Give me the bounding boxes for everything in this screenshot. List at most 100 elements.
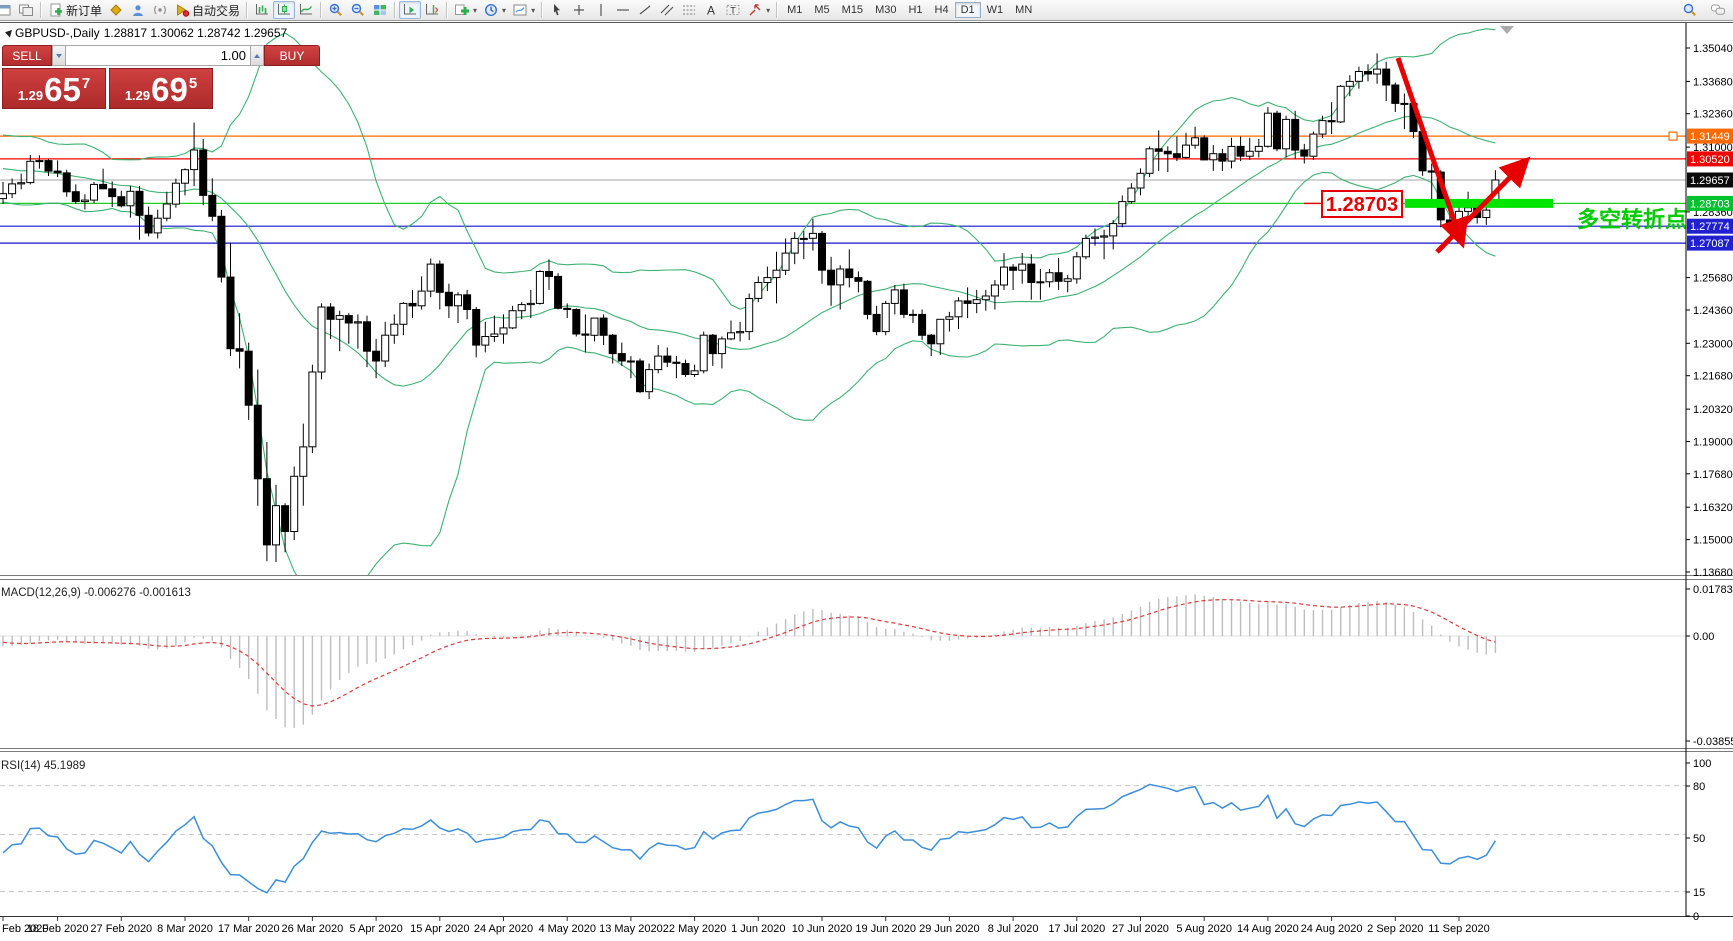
panel-separator[interactable] bbox=[0, 748, 1733, 749]
axis-label: 50 bbox=[1693, 833, 1705, 845]
panel-separator[interactable] bbox=[0, 751, 1733, 752]
signals-button[interactable] bbox=[149, 1, 171, 19]
candle-body bbox=[281, 505, 290, 533]
chat-icon[interactable] bbox=[1707, 1, 1729, 19]
volume-increase-button[interactable] bbox=[250, 45, 264, 66]
bar-chart-button[interactable] bbox=[251, 1, 273, 19]
search-icon[interactable] bbox=[1679, 1, 1701, 19]
trendline-button[interactable] bbox=[634, 1, 656, 19]
volume-input[interactable] bbox=[66, 45, 250, 66]
timeframe-h1-button[interactable]: H1 bbox=[902, 2, 928, 18]
candle-body bbox=[526, 302, 535, 306]
price-badge bbox=[1687, 218, 1733, 234]
volume-decrease-button[interactable] bbox=[52, 45, 66, 66]
candle-body bbox=[399, 302, 408, 325]
timeframe-d1-button[interactable]: D1 bbox=[954, 2, 981, 18]
profiles-button[interactable] bbox=[15, 1, 37, 19]
axis-label: 1.35040 bbox=[1693, 43, 1733, 55]
candle-body bbox=[1345, 80, 1354, 87]
tile-windows-button[interactable] bbox=[369, 1, 391, 19]
candle-body bbox=[226, 276, 235, 350]
candle-body bbox=[181, 169, 189, 184]
timeframe-w1-button[interactable]: W1 bbox=[981, 2, 1010, 18]
cursor-button[interactable] bbox=[546, 1, 568, 19]
zoom-in-button[interactable] bbox=[325, 1, 347, 19]
annotation-note-text[interactable]: 多空转折点 bbox=[1577, 207, 1687, 232]
new-order-button[interactable]: 新订单 bbox=[45, 1, 105, 19]
candle-body bbox=[335, 315, 344, 320]
timeframe-m15-button[interactable]: M15 bbox=[836, 2, 869, 18]
chart-shift-button[interactable] bbox=[421, 1, 443, 19]
price-callout[interactable]: 1.28703 bbox=[1304, 190, 1403, 218]
crosshair-button[interactable] bbox=[568, 1, 590, 19]
date-label: 13 May 2020 bbox=[599, 923, 663, 935]
candle-body bbox=[708, 334, 717, 355]
order-line-end-marker[interactable] bbox=[1668, 131, 1678, 141]
candlestick-chart-button[interactable] bbox=[273, 1, 296, 19]
rsi-line bbox=[2, 783, 1497, 894]
axis-label: 1.16320 bbox=[1693, 502, 1733, 514]
community-button[interactable] bbox=[127, 1, 149, 19]
timeframe-m30-button[interactable]: M30 bbox=[869, 2, 902, 18]
candle-body bbox=[444, 291, 453, 307]
price-badge bbox=[1687, 235, 1733, 251]
candle-body bbox=[426, 263, 435, 292]
axis-label: 1.20320 bbox=[1693, 404, 1733, 416]
open-chart-button[interactable] bbox=[0, 1, 15, 19]
sell-price-main: 65 bbox=[44, 71, 81, 108]
timeframe-mn-button[interactable]: MN bbox=[1009, 2, 1038, 18]
channel-button[interactable] bbox=[656, 1, 678, 19]
autotrading-button[interactable]: 自动交易 bbox=[171, 1, 243, 19]
buy-price-main: 69 bbox=[151, 71, 188, 108]
panel-separator[interactable] bbox=[0, 575, 1733, 576]
buy-price-tile[interactable]: 1.29 69 5 bbox=[109, 68, 213, 109]
text-button[interactable]: A bbox=[700, 1, 722, 19]
candle-body bbox=[1091, 236, 1099, 239]
zoom-out-button[interactable] bbox=[347, 1, 369, 19]
macd-panel bbox=[0, 594, 1686, 728]
candle-body bbox=[845, 268, 854, 279]
up-trend-arrow[interactable] bbox=[1435, 156, 1531, 254]
price-axis[interactable]: 1.350401.336801.323601.310001.283601.256… bbox=[1685, 23, 1733, 923]
timeframe-h4-button[interactable]: H4 bbox=[929, 2, 955, 18]
panel-separator[interactable] bbox=[0, 916, 1733, 917]
candlesticks bbox=[0, 53, 1500, 563]
candle-body bbox=[1391, 84, 1400, 104]
panel-separator[interactable] bbox=[0, 579, 1733, 580]
down-trend-arrow[interactable] bbox=[1395, 57, 1469, 249]
templates-button[interactable]: ▾ bbox=[509, 1, 538, 19]
auto-scroll-button[interactable] bbox=[399, 1, 422, 19]
candle-body bbox=[626, 360, 635, 363]
candle-body bbox=[217, 215, 226, 278]
sell-button[interactable]: SELL bbox=[2, 45, 52, 66]
fibonacci-button[interactable] bbox=[678, 1, 700, 19]
buy-button[interactable]: BUY bbox=[264, 45, 320, 66]
toolbar-separator bbox=[541, 2, 544, 18]
indicators-button[interactable]: ▾ bbox=[451, 1, 480, 19]
timeframe-m5-button[interactable]: M5 bbox=[808, 2, 835, 18]
timeframe-m1-button[interactable]: M1 bbox=[781, 2, 808, 18]
candle-body bbox=[617, 353, 626, 362]
vertical-line-button[interactable] bbox=[590, 1, 612, 19]
candle-body bbox=[1373, 68, 1382, 75]
price-badge bbox=[1687, 172, 1733, 188]
zoom-out-icon bbox=[351, 3, 365, 16]
candle-body bbox=[936, 318, 945, 345]
channel-icon bbox=[660, 4, 674, 16]
line-chart-button[interactable] bbox=[295, 1, 317, 19]
price-badge bbox=[1687, 151, 1733, 167]
candle-body bbox=[144, 214, 153, 234]
arrows-button[interactable]: ▾ bbox=[744, 1, 773, 19]
triangle-down-icon bbox=[56, 53, 62, 58]
metaquotes-button[interactable] bbox=[105, 1, 127, 19]
periods-button[interactable]: ▾ bbox=[480, 1, 509, 19]
text-label-button[interactable]: T bbox=[722, 1, 744, 19]
axis-label: 100 bbox=[1693, 758, 1711, 770]
candle-body bbox=[1200, 137, 1209, 161]
candle-body bbox=[727, 332, 735, 340]
horizontal-line-button[interactable] bbox=[612, 1, 634, 19]
sell-price-tile[interactable]: 1.29 65 7 bbox=[2, 68, 106, 109]
candle-body bbox=[171, 182, 180, 205]
